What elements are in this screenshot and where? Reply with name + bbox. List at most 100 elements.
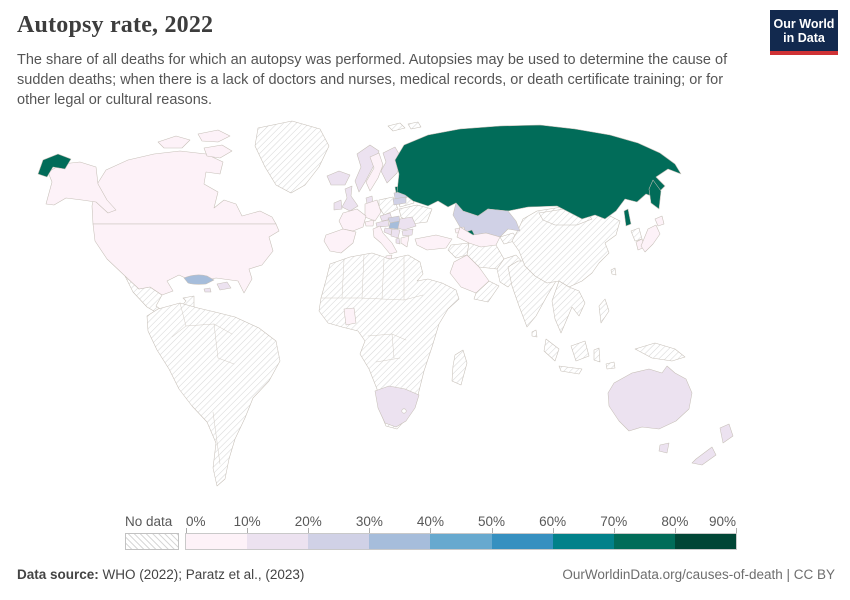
country-russia[interactable] <box>394 124 682 220</box>
country-japan[interactable] <box>640 215 665 253</box>
legend-bin-swatch[interactable] <box>186 534 248 549</box>
region-philippines[interactable] <box>598 298 610 324</box>
country-tasmania[interactable] <box>658 442 670 454</box>
country-united-states[interactable] <box>92 223 280 296</box>
owid-logo-line2: in Data <box>783 31 825 45</box>
country-romania[interactable] <box>397 216 417 231</box>
legend-bin-swatch[interactable] <box>308 534 370 549</box>
data-source-label: Data source: <box>17 567 99 582</box>
region-taiwan[interactable] <box>610 267 617 276</box>
owid-logo-line1: Our World <box>773 17 835 31</box>
map-legend: No data 0% 10% 20% 30% 40% 50% 60% 70% 80% 90% <box>125 514 745 554</box>
legend-tick-mark <box>552 528 554 533</box>
country-hispaniola[interactable] <box>216 281 232 291</box>
legend-bin-swatch[interactable] <box>369 534 431 549</box>
country-new-zealand[interactable] <box>691 423 734 466</box>
region-sumatra[interactable] <box>543 338 560 362</box>
legend-tick-label: 10% <box>233 514 261 529</box>
legend-bin-swatch[interactable] <box>247 534 309 549</box>
legend-bin-swatch[interactable] <box>674 534 736 549</box>
country-canada[interactable] <box>91 150 277 225</box>
country-sweden[interactable] <box>365 152 384 192</box>
country-ghana[interactable] <box>343 307 357 326</box>
region-madagascar[interactable] <box>451 349 468 386</box>
country-finland[interactable] <box>380 146 403 184</box>
country-bulgaria[interactable] <box>401 228 414 237</box>
country-cuba[interactable] <box>183 274 215 285</box>
country-turkey[interactable] <box>414 234 453 251</box>
country-russia-chukotka[interactable] <box>37 153 72 178</box>
region-indochina[interactable] <box>551 280 586 334</box>
region-java[interactable] <box>558 365 583 375</box>
legend-labels: 0% 10% 20% 30% 40% 50% 60% 70% 80% 90% <box>186 514 737 533</box>
country-russia-kamchatka[interactable] <box>648 179 662 210</box>
country-saudi-arabia[interactable] <box>449 254 490 294</box>
legend-bin-swatch[interactable] <box>430 534 492 549</box>
legend-tick-label: 40% <box>416 514 444 529</box>
country-lesotho[interactable] <box>401 408 407 414</box>
legend-tick-label: 80% <box>661 514 689 529</box>
page-title: Autopsy rate, 2022 <box>17 12 214 38</box>
country-canada-arctic-islands[interactable] <box>157 129 233 159</box>
country-alaska[interactable] <box>45 161 117 214</box>
legend-tick-mark <box>491 528 493 533</box>
region-new-guinea[interactable] <box>634 342 686 362</box>
legend-bin-swatch[interactable] <box>491 534 553 549</box>
region-sulawesi[interactable] <box>593 347 601 363</box>
legend-no-data-label: No data <box>125 514 173 529</box>
legend-bar-area: 0% 10% 20% 30% 40% 50% 60% 70% 80% 90% <box>185 514 737 554</box>
world-choropleth-map <box>8 112 756 508</box>
legend-bar <box>185 533 737 550</box>
country-switzerland[interactable] <box>364 219 375 227</box>
legend-tick-label: 60% <box>539 514 567 529</box>
region-timor[interactable] <box>605 361 616 370</box>
owid-logo[interactable]: Our World in Data <box>770 10 838 55</box>
country-france[interactable] <box>338 208 367 232</box>
country-albania[interactable] <box>395 237 401 245</box>
legend-tick-mark <box>186 528 187 533</box>
country-serbia[interactable] <box>390 228 401 239</box>
legend-tick-label: 70% <box>600 514 628 529</box>
country-russia-sakhalin[interactable] <box>623 208 632 227</box>
legend-bin-swatch[interactable] <box>613 534 675 549</box>
legend-tick-label: 30% <box>355 514 383 529</box>
owid-url-license[interactable]: OurWorldinData.org/causes-of-death | CC … <box>562 567 835 582</box>
legend-tick-mark <box>736 528 737 533</box>
legend-tick-mark <box>613 528 615 533</box>
legend-bin-swatch[interactable] <box>552 534 614 549</box>
country-jamaica[interactable] <box>203 287 212 293</box>
country-south-africa[interactable] <box>374 385 420 428</box>
region-africa[interactable] <box>318 252 460 430</box>
country-croatia[interactable] <box>383 227 393 236</box>
region-sri-lanka[interactable] <box>531 329 538 338</box>
country-lithuania[interactable] <box>392 196 407 206</box>
region-svalbard[interactable] <box>387 121 422 132</box>
country-greece[interactable] <box>400 235 410 248</box>
legend-tick-mark <box>308 528 310 533</box>
country-spain-portugal[interactable] <box>323 228 357 254</box>
legend-tick-label: 90% <box>708 514 736 529</box>
region-north-korea[interactable] <box>630 227 643 242</box>
region-greenland[interactable] <box>254 120 330 194</box>
legend-tick-mark <box>247 528 249 533</box>
region-south-america[interactable] <box>146 302 281 487</box>
country-italy[interactable] <box>372 225 398 260</box>
country-germany[interactable] <box>364 199 382 222</box>
region-iraq-syria[interactable] <box>447 242 470 259</box>
legend-no-data-swatch[interactable] <box>125 533 179 550</box>
country-iceland[interactable] <box>326 170 351 186</box>
country-ireland[interactable] <box>333 199 343 211</box>
country-australia[interactable] <box>607 365 693 432</box>
chart-subtitle: The share of all deaths for which an aut… <box>17 52 728 108</box>
country-austria[interactable] <box>375 219 390 228</box>
country-united-kingdom[interactable] <box>341 185 359 212</box>
legend-tick-label: 20% <box>294 514 322 529</box>
country-uzbekistan-turkmenistan[interactable] <box>456 226 501 248</box>
legend-tick-label: 50% <box>478 514 506 529</box>
country-hungary[interactable] <box>388 220 401 230</box>
legend-tick-mark <box>369 528 371 533</box>
legend-tick-label: 0% <box>186 514 206 529</box>
region-borneo[interactable] <box>570 340 590 362</box>
country-borders-overlay <box>171 254 424 465</box>
